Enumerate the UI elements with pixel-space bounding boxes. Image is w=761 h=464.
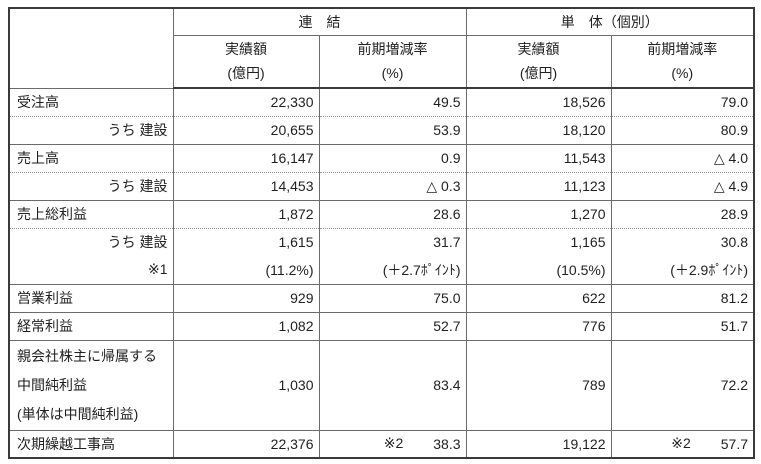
row-label-line: (単体は中間純利益) bbox=[17, 405, 139, 422]
row-label: うち 建設 bbox=[8, 115, 174, 144]
value-cell: 53.9 bbox=[318, 115, 467, 144]
value-cell: 51.7 bbox=[610, 311, 755, 340]
value-cell: (＋2.7ﾎﾟｲﾝﾄ) bbox=[318, 256, 467, 284]
value-cell: △ 4.9 bbox=[610, 171, 755, 200]
value-cell: 18,120 bbox=[465, 115, 612, 144]
value-cell: 1,030 bbox=[172, 339, 320, 430]
table-row-sales-construction: うち 建設 14,453 △ 0.3 11,123 △ 4.9 bbox=[8, 171, 755, 200]
value-cell: 789 bbox=[465, 339, 612, 430]
value-cell: 19,122 bbox=[465, 429, 612, 458]
row-label: 経常利益 bbox=[8, 311, 174, 340]
value-cell: 11,543 bbox=[465, 143, 612, 172]
value-cell: 22,376 bbox=[172, 429, 320, 458]
subcol-label: 前期増減率 bbox=[357, 41, 428, 58]
row-label: うち 建設 bbox=[8, 171, 174, 200]
group-header-consolidated: 連 結 bbox=[172, 8, 467, 36]
value-cell: 20,655 bbox=[172, 115, 320, 144]
value-cell: 79.0 bbox=[610, 88, 755, 116]
value-cell: (＋2.9ﾎﾟｲﾝﾄ) bbox=[610, 256, 755, 284]
header-group-row: 連 結 単 体（個別） bbox=[8, 8, 755, 89]
value-cell: △ 0.3 bbox=[318, 171, 467, 200]
value-cell: 1,082 bbox=[172, 311, 320, 340]
value-cell: 75.0 bbox=[318, 283, 467, 312]
value-cell: 0.9 bbox=[318, 143, 467, 172]
value-cell: 22,330 bbox=[172, 88, 320, 116]
row-label: うち 建設 bbox=[8, 227, 174, 256]
value-cell: 81.2 bbox=[610, 283, 755, 312]
subcol-header-standalone-change: 前期増減率 (%) bbox=[610, 35, 755, 89]
subcol-header-consolidated-actual: 実績額 (億円) bbox=[172, 35, 320, 89]
note2-ref: ※2 bbox=[383, 435, 404, 452]
value-cell: 1,270 bbox=[465, 199, 612, 228]
value-cell: 1,615 bbox=[172, 227, 320, 256]
value-cell-with-note: ※2 38.3 bbox=[318, 429, 467, 458]
table-row-gross-profit-construction: うち 建設 1,615 31.7 1,165 30.8 bbox=[8, 227, 755, 256]
table-row-orders: 受注高 22,330 49.5 18,526 79.0 bbox=[8, 88, 755, 116]
value-cell: 52.7 bbox=[318, 311, 467, 340]
value-cell-with-note: ※2 57.7 bbox=[610, 429, 755, 458]
row-label: 営業利益 bbox=[8, 283, 174, 312]
value-cell: 30.8 bbox=[610, 227, 755, 256]
value-cell: 14,453 bbox=[172, 171, 320, 200]
subcol-unit: (億円) bbox=[227, 65, 265, 82]
value-cell: 28.6 bbox=[318, 199, 467, 228]
value-cell: 1,165 bbox=[465, 227, 612, 256]
value-cell: 1,872 bbox=[172, 199, 320, 228]
subcol-label: 実績額 bbox=[517, 41, 560, 58]
value-cell: 11,123 bbox=[465, 171, 612, 200]
value-cell: 49.5 bbox=[318, 88, 467, 116]
table-row-ordinary-income: 経常利益 1,082 52.7 776 51.7 bbox=[8, 311, 755, 340]
subcol-unit: (%) bbox=[671, 65, 694, 82]
value-cell: (11.2%) bbox=[172, 256, 320, 284]
value-cell: 72.2 bbox=[610, 339, 755, 430]
table-row-net-sales: 売上高 16,147 0.9 11,543 △ 4.0 bbox=[8, 143, 755, 172]
subcol-unit: (%) bbox=[381, 65, 404, 82]
value-text: 57.7 bbox=[720, 435, 748, 452]
value-cell: 18,526 bbox=[465, 88, 612, 116]
subcol-label: 前期増減率 bbox=[647, 41, 718, 58]
value-cell: 80.9 bbox=[610, 115, 755, 144]
subcol-label: 実績額 bbox=[225, 41, 267, 58]
group-header-standalone: 単 体（個別） bbox=[465, 8, 755, 36]
row-label-line: 親会社株主に帰属する bbox=[17, 347, 157, 364]
value-cell: 776 bbox=[465, 311, 612, 340]
row-label: 売上高 bbox=[8, 143, 174, 172]
value-cell: 16,147 bbox=[172, 143, 320, 172]
subcol-header-consolidated-change: 前期増減率 (%) bbox=[318, 35, 467, 89]
value-text: 38.3 bbox=[433, 435, 461, 452]
subcol-unit: (億円) bbox=[519, 65, 558, 82]
value-cell: (10.5%) bbox=[465, 256, 612, 284]
row-label-note1: ※1 bbox=[8, 256, 174, 284]
table-row-orders-construction: うち 建設 20,655 53.9 18,120 80.9 bbox=[8, 115, 755, 144]
row-label-multiline: 親会社株主に帰属する 中間純利益 (単体は中間純利益) bbox=[8, 339, 174, 430]
table-row-gross-profit: 売上総利益 1,872 28.6 1,270 28.9 bbox=[8, 199, 755, 228]
row-label: 売上総利益 bbox=[8, 199, 174, 228]
value-cell: 31.7 bbox=[318, 227, 467, 256]
financial-results-table: 連 結 単 体（個別） 実績額 (億円) 前期増減率 (%) 実績額 (億円) … bbox=[8, 7, 755, 459]
row-label-line: 中間純利益 bbox=[17, 376, 87, 393]
table-row-interim-net-income: 親会社株主に帰属する 中間純利益 (単体は中間純利益) 1,030 83.4 7… bbox=[8, 339, 755, 430]
header-sub-row: 実績額 (億円) 前期増減率 (%) 実績額 (億円) 前期増減率 (%) bbox=[9, 35, 755, 89]
row-label: 次期繰越工事高 bbox=[8, 429, 174, 458]
value-cell: 28.9 bbox=[610, 199, 755, 228]
subcol-header-standalone-actual: 実績額 (億円) bbox=[465, 35, 612, 89]
note2-ref: ※2 bbox=[671, 435, 691, 452]
value-cell: 622 bbox=[465, 283, 612, 312]
table-row-operating-income: 営業利益 929 75.0 622 81.2 bbox=[8, 283, 755, 312]
value-cell: 83.4 bbox=[318, 339, 467, 430]
corner-cell bbox=[8, 8, 174, 89]
value-cell: △ 4.0 bbox=[610, 143, 755, 172]
table-row-carryover-backlog: 次期繰越工事高 22,376 ※2 38.3 19,122 ※2 57.7 bbox=[8, 429, 755, 458]
row-label: 受注高 bbox=[8, 88, 174, 116]
value-cell: 929 bbox=[172, 283, 320, 312]
table-row-note1-margin: ※1 (11.2%) (＋2.7ﾎﾟｲﾝﾄ) (10.5%) (＋2.9ﾎﾟｲﾝ… bbox=[8, 256, 755, 284]
